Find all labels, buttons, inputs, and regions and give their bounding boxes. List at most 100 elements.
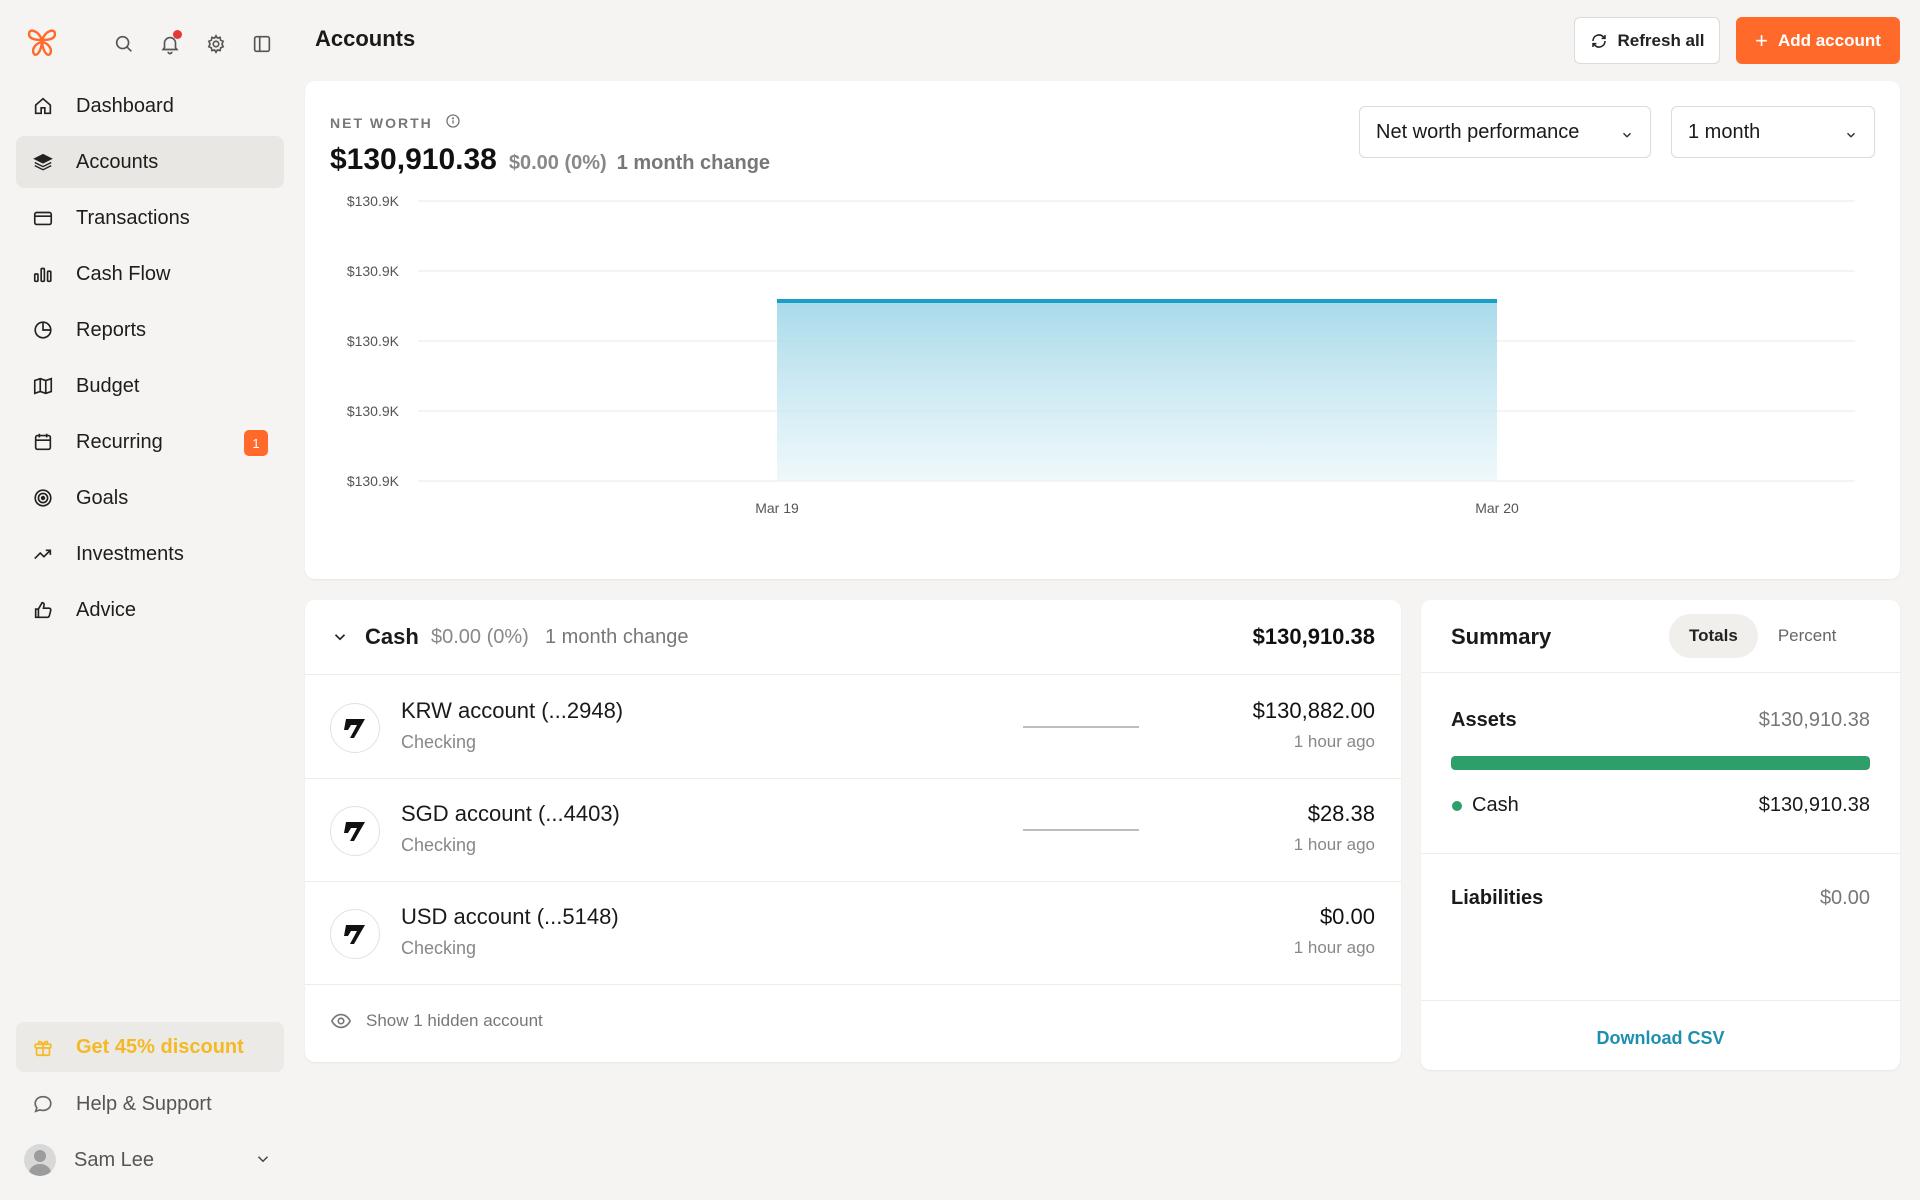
refresh-icon: [1591, 33, 1606, 48]
chevron-down-icon: [1620, 125, 1634, 148]
cash-group-period: 1 month change: [545, 626, 689, 648]
summary-title: Summary: [1451, 624, 1552, 649]
cash-group-change: $0.00 (0%): [431, 626, 529, 648]
sidebar-item-recurring[interactable]: Recurring 1: [16, 416, 284, 468]
net-worth-change: $0.00 (0%): [508, 152, 607, 174]
account-type: Checking: [401, 938, 477, 958]
assets-value: $130,910.38: [1758, 709, 1870, 731]
thumbs-up-icon: [30, 597, 56, 623]
help-support-link[interactable]: Help & Support: [16, 1080, 284, 1128]
x-tick-label: Mar 20: [1475, 500, 1519, 516]
sidebar-item-advice[interactable]: Advice: [16, 584, 284, 636]
chart-type-select[interactable]: Net worth performance: [1359, 106, 1651, 158]
bar-chart-icon: [30, 261, 56, 287]
sidebar-item-label: Investments: [76, 542, 184, 565]
home-icon: [30, 93, 56, 119]
sidebar-item-dashboard[interactable]: Dashboard: [16, 80, 284, 132]
sidebar-item-label: Reports: [76, 318, 147, 341]
pie-icon: [30, 317, 56, 343]
sidebar-item-accounts[interactable]: Accounts: [16, 136, 284, 188]
y-tick-label: $130.9K: [347, 263, 400, 279]
add-account-button[interactable]: + Add account: [1736, 17, 1900, 64]
tab-percent[interactable]: Percent: [1777, 626, 1837, 645]
show-hidden-accounts-link[interactable]: Show 1 hidden account: [330, 1010, 543, 1032]
chevron-down-icon[interactable]: [331, 628, 349, 651]
cash-group-title: Cash: [365, 624, 419, 649]
net-worth-card: NET WORTH $130,910.38 $0.00 (0%) 1 month…: [305, 81, 1900, 579]
net-worth-label-text: NET WORTH: [330, 114, 433, 131]
y-tick-label: $130.9K: [347, 403, 400, 419]
bell-icon[interactable]: [152, 26, 188, 62]
recurring-count-badge: 1: [244, 430, 268, 456]
tab-totals[interactable]: Totals: [1669, 614, 1758, 658]
sidebar-item-label: Dashboard: [76, 94, 174, 117]
sidebar-item-reports[interactable]: Reports: [16, 304, 284, 356]
cash-accounts-card: Cash $0.00 (0%) 1 month change $130,910.…: [305, 600, 1401, 1062]
liabilities-label: Liabilities: [1451, 887, 1544, 909]
divider: [1421, 672, 1900, 673]
avatar: [24, 1144, 56, 1176]
liabilities-value: $0.00: [1819, 887, 1870, 909]
search-icon[interactable]: [106, 26, 142, 62]
cash-legend-dot: [1452, 801, 1462, 811]
assets-label: Assets: [1451, 709, 1517, 731]
account-sparkline: [1023, 726, 1139, 728]
account-sparkline: [1023, 829, 1139, 831]
cash-group-header[interactable]: Cash $0.00 (0%) 1 month change $130,910.…: [305, 600, 1401, 675]
sidebar-item-label: Advice: [76, 598, 137, 621]
wise-logo-icon: [330, 703, 380, 753]
account-row[interactable]: KRW account (...2948) Checking $130,882.…: [305, 676, 1401, 779]
gift-icon: [30, 1034, 56, 1060]
info-icon[interactable]: [445, 113, 461, 132]
discount-promo-button[interactable]: Get 45% discount: [16, 1022, 284, 1072]
user-menu[interactable]: Sam Lee: [24, 1140, 280, 1180]
account-type: Checking: [401, 835, 477, 855]
account-updated: 1 hour ago: [1293, 835, 1375, 854]
x-tick-label: Mar 19: [755, 500, 799, 516]
time-range-select[interactable]: 1 month: [1671, 106, 1875, 158]
download-csv-link[interactable]: Download CSV: [1596, 1028, 1725, 1048]
cash-legend-label: Cash: [1472, 794, 1519, 816]
notification-dot: [173, 30, 182, 39]
sidebar-toggle-icon[interactable]: [244, 26, 280, 62]
summary-tabs: Totals Percent: [1669, 614, 1856, 658]
sidebar-item-budget[interactable]: Budget: [16, 360, 284, 412]
gear-icon[interactable]: [198, 26, 234, 62]
chart-type-value: Net worth performance: [1376, 120, 1580, 143]
sidebar-item-investments[interactable]: Investments: [16, 528, 284, 580]
sidebar-item-goals[interactable]: Goals: [16, 472, 284, 524]
account-row[interactable]: USD account (...5148) Checking $0.00 1 h…: [305, 882, 1401, 985]
sidebar-item-label: Cash Flow: [76, 262, 171, 285]
sidebar-item-label: Goals: [76, 486, 129, 509]
show-hidden-label: Show 1 hidden account: [366, 1011, 543, 1030]
sidebar-item-label: Budget: [76, 374, 140, 397]
account-row[interactable]: SGD account (...4403) Checking $28.38 1 …: [305, 779, 1401, 882]
sidebar-item-label: Accounts: [76, 150, 159, 173]
eye-icon: [330, 1013, 352, 1029]
sidebar-item-transactions[interactable]: Transactions: [16, 192, 284, 244]
layers-icon: [30, 149, 56, 175]
account-balance: $130,882.00: [1252, 698, 1375, 723]
account-name: KRW account (...2948): [401, 698, 624, 723]
map-icon: [30, 373, 56, 399]
y-tick-label: $130.9K: [347, 333, 400, 349]
net-worth-area: [777, 301, 1497, 481]
y-tick-label: $130.9K: [347, 193, 400, 209]
cash-legend-value: $130,910.38: [1758, 794, 1870, 816]
page-title: Accounts: [315, 26, 416, 51]
account-updated: 1 hour ago: [1293, 938, 1375, 957]
account-balance: $0.00: [1319, 904, 1375, 929]
assets-bar-fill: [1451, 756, 1870, 770]
wise-logo-icon: [330, 806, 380, 856]
help-label: Help & Support: [76, 1092, 212, 1115]
refresh-all-button[interactable]: Refresh all: [1574, 17, 1720, 64]
assets-bar: [1451, 756, 1870, 770]
sidebar-item-cash-flow[interactable]: Cash Flow: [16, 248, 284, 300]
net-worth-period: 1 month change: [616, 152, 771, 174]
summary-card: Summary Totals Percent Assets $130,910.3…: [1421, 600, 1900, 1070]
net-worth-chart[interactable]: $130.9K $130.9K $130.9K $130.9K $130.9K Mar 1…: [305, 181, 1900, 571]
butterfly-logo-icon[interactable]: [22, 22, 62, 62]
account-type: Checking: [401, 732, 477, 752]
cash-group-total: $130,910.38: [1252, 624, 1375, 649]
plus-icon: +: [1755, 27, 1768, 53]
